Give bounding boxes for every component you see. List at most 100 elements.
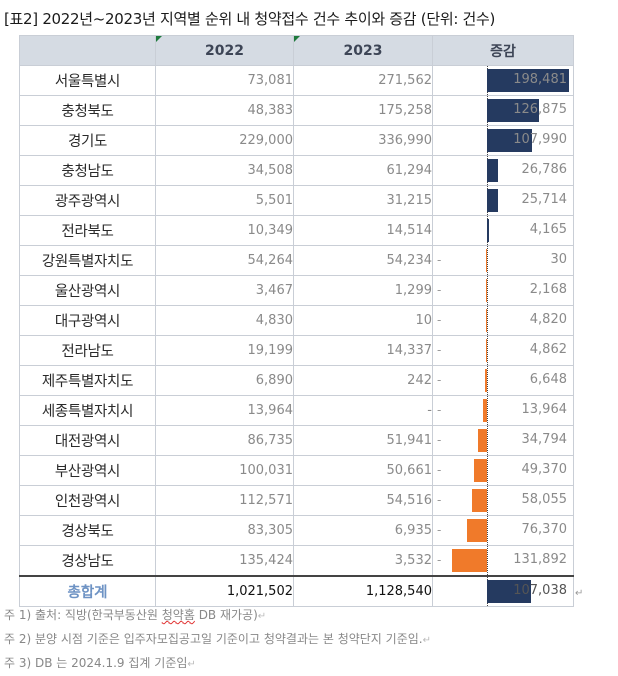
note-3: 주 3) DB 는 2024.1.9 집계 기준임↵ [4, 652, 431, 676]
delta-bar [487, 99, 540, 122]
value-2022: 135,424 [155, 545, 294, 577]
zero-axis [487, 396, 488, 425]
region-name: 대구광역시 [19, 305, 156, 336]
negative-sign: - [437, 373, 442, 387]
value-2023: 14,337 [293, 335, 433, 366]
delta-cell: - 76,370 [432, 515, 574, 546]
table-row: 경상남도 135,424 3,532- 131,892 [19, 545, 574, 577]
delta-bar [486, 279, 487, 302]
total-label: 총합계 [19, 575, 156, 607]
value-2023: 51,941 [293, 425, 433, 456]
delta-value: 4,862 [529, 342, 567, 357]
table-row: 서울특별시 73,081 271,562 198,481 [19, 65, 574, 96]
value-2022: 86,735 [155, 425, 294, 456]
zero-axis [487, 306, 488, 335]
header-region [19, 35, 156, 66]
header-2023-label: 2023 [343, 42, 383, 59]
delta-bar [477, 429, 487, 452]
table-row: 충청남도 34,508 61,294 26,786 [19, 155, 574, 186]
table-row: 충청북도 48,383 175,258 126,875 [19, 95, 574, 126]
value-2022: 3,467 [155, 275, 294, 306]
delta-cell: - 58,055 [432, 485, 574, 516]
note-1-underlined: 청약홈 [161, 608, 195, 622]
delta-cell: - 49,370 [432, 455, 574, 486]
region-name: 전라북도 [19, 215, 156, 246]
delta-value: 2,168 [529, 282, 567, 297]
header-2023: 2023 [293, 35, 433, 66]
delta-bar [485, 339, 487, 362]
delta-value: 4,820 [529, 312, 567, 327]
value-2023: 54,234 [293, 245, 433, 276]
table-row: 울산광역시 3,467 1,299- 2,168 [19, 275, 574, 306]
region-name: 대전광역시 [19, 425, 156, 456]
region-name: 광주광역시 [19, 185, 156, 216]
delta-value: 4,165 [529, 222, 567, 237]
region-name: 경기도 [19, 125, 156, 156]
value-2023: 10 [293, 305, 433, 336]
delta-cell: 4,165 [432, 215, 574, 246]
note-2: 주 2) 분양 시점 기준은 입주자모집공고일 기준이고 청약결과는 본 청약단… [4, 628, 431, 652]
delta-cell: 198,481 [432, 65, 574, 96]
total-delta-value: 107,038 [513, 583, 567, 598]
total-delta-bar [487, 580, 532, 603]
zero-axis [487, 246, 488, 275]
negative-sign: - [437, 283, 442, 297]
value-2023: 50,661 [293, 455, 433, 486]
table-row: 제주특별자치도 6,890 242- 6,648 [19, 365, 574, 396]
total-row: 총합계 1,021,502 1,128,540 107,038 [19, 575, 574, 607]
value-2023: - [293, 395, 433, 426]
region-name: 울산광역시 [19, 275, 156, 306]
delta-bar [487, 69, 569, 92]
region-name: 충청남도 [19, 155, 156, 186]
delta-bar [471, 489, 487, 512]
negative-sign: - [437, 343, 442, 357]
delta-cell: - 30 [432, 245, 574, 276]
negative-sign: - [437, 253, 442, 267]
value-2022: 10,349 [155, 215, 294, 246]
negative-sign: - [437, 523, 442, 537]
header-row: 2022 2023 증감 [19, 35, 574, 66]
paragraph-mark: ↵ [575, 588, 584, 599]
delta-value: 198,481 [513, 72, 567, 87]
value-2023: 61,294 [293, 155, 433, 186]
region-name: 부산광역시 [19, 455, 156, 486]
delta-cell: 126,875 [432, 95, 574, 126]
zero-axis [487, 276, 488, 305]
delta-cell: - 4,820 [432, 305, 574, 336]
paragraph-mark: ↵ [422, 635, 431, 646]
value-2023: 31,215 [293, 185, 433, 216]
value-2022: 6,890 [155, 365, 294, 396]
delta-value: 76,370 [521, 522, 568, 537]
total-2022: 1,021,502 [155, 575, 294, 607]
region-name: 경상북도 [19, 515, 156, 546]
table-row: 강원특별자치도 54,264 54,234- 30 [19, 245, 574, 276]
value-2023: 3,532 [293, 545, 433, 577]
value-2022: 73,081 [155, 65, 294, 96]
table-row: 전라남도 19,199 14,337- 4,862 [19, 335, 574, 366]
value-2022: 4,830 [155, 305, 294, 336]
zero-axis [487, 456, 488, 485]
delta-cell: - 34,794 [432, 425, 574, 456]
delta-cell: 25,714 [432, 185, 574, 216]
value-2022: 13,964 [155, 395, 294, 426]
table-row: 전라북도 10,349 14,514 4,165 [19, 215, 574, 246]
total-delta-cell: 107,038 [432, 575, 574, 607]
value-2023: 271,562 [293, 65, 433, 96]
negative-sign: - [437, 433, 442, 447]
zero-axis [487, 366, 488, 395]
delta-cell: - 2,168 [432, 275, 574, 306]
value-2023: 6,935 [293, 515, 433, 546]
data-table: 2022 2023 증감 서울특별시 73,081 271,562 198,481 충청… [19, 35, 574, 607]
delta-bar [487, 129, 532, 152]
value-2023: 175,258 [293, 95, 433, 126]
delta-cell: 26,786 [432, 155, 574, 186]
delta-bar [452, 549, 487, 572]
delta-value: 26,786 [521, 162, 568, 177]
negative-sign: - [437, 553, 442, 567]
delta-value: 30 [550, 252, 567, 267]
region-name: 제주특별자치도 [19, 365, 156, 396]
value-2022: 34,508 [155, 155, 294, 186]
paragraph-mark: ↵ [257, 611, 267, 622]
header-2022-label: 2022 [205, 42, 244, 59]
note-2-text: 주 2) 분양 시점 기준은 입주자모집공고일 기준이고 청약결과는 본 청약단… [4, 632, 423, 646]
